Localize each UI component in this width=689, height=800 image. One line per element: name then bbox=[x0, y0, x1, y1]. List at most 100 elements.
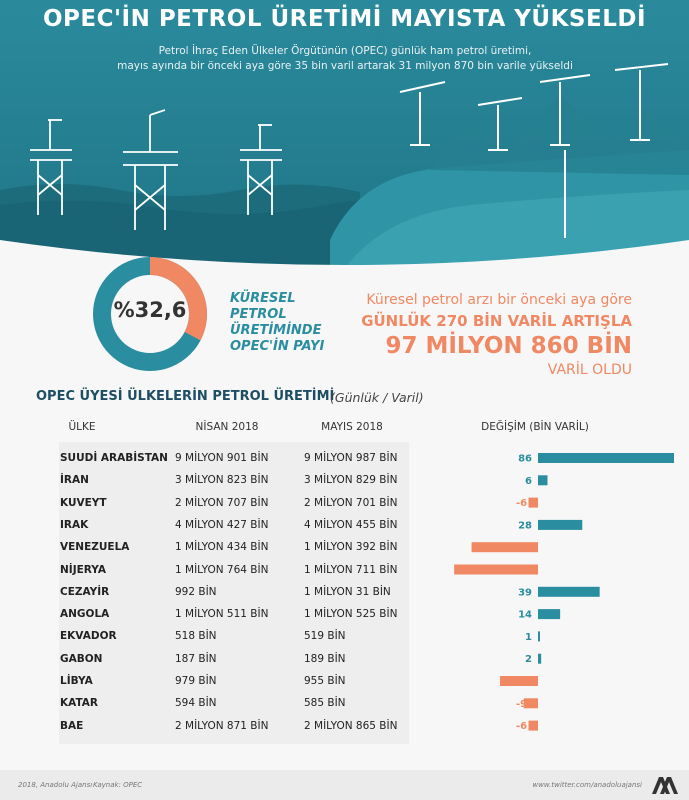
row-april-value: 9 MİLYON 901 BİN bbox=[175, 452, 269, 464]
change-bar bbox=[523, 698, 538, 709]
row-april-value: 979 BİN bbox=[175, 675, 217, 687]
subtitle-line-1: Petrol İhraç Eden Ülkeler Örgütünün (OPE… bbox=[158, 45, 532, 57]
row-may-value: 585 BİN bbox=[304, 697, 346, 710]
row-may-value: 1 MİLYON 392 BİN bbox=[304, 541, 398, 554]
row-april-value: 992 BİN bbox=[175, 585, 217, 598]
table-title: OPEC ÜYESİ ÜLKELERİN PETROL ÜRETİMİ bbox=[36, 389, 335, 404]
row-country: ANGOLA bbox=[60, 608, 110, 621]
column-header-april: NİSAN 2018 bbox=[195, 421, 259, 433]
row-country: İRAN bbox=[60, 474, 89, 487]
change-bar-label: -6 bbox=[516, 721, 527, 732]
increase-line-2: GÜNLÜK 270 BİN VARİL ARTIŞLA bbox=[361, 312, 632, 330]
row-country: KATAR bbox=[60, 697, 99, 710]
row-country: NİJERYA bbox=[60, 563, 107, 576]
row-country: CEZAYİR bbox=[60, 585, 110, 598]
change-bar-label: 39 bbox=[518, 587, 532, 598]
pumpjack-4 bbox=[614, 63, 669, 141]
table-background bbox=[59, 442, 409, 744]
pumpjack-1 bbox=[399, 81, 446, 146]
row-may-value: 9 MİLYON 987 BİN bbox=[304, 452, 398, 464]
share-donut bbox=[93, 257, 207, 371]
column-header-country: ÜLKE bbox=[68, 421, 96, 433]
change-bar bbox=[528, 497, 538, 508]
row-april-value: 1 MİLYON 764 BİN bbox=[175, 563, 269, 576]
share-value: %32,6 bbox=[113, 298, 187, 322]
table-unit: (Günlük / Varil) bbox=[330, 390, 424, 405]
page-subtitle: Petrol İhraç Eden Ülkeler Örgütünün (OPE… bbox=[80, 44, 610, 74]
column-header-may: MAYIS 2018 bbox=[321, 421, 383, 433]
subtitle-line-2: mayıs ayında bir önceki aya göre 35 bin … bbox=[117, 60, 573, 72]
row-april-value: 518 BİN bbox=[175, 630, 217, 643]
row-may-value: 2 MİLYON 701 BİN bbox=[304, 496, 398, 509]
row-country: VENEZUELA bbox=[60, 541, 130, 554]
header-illustration bbox=[0, 0, 689, 275]
increase-line-4: VARİL OLDU bbox=[547, 362, 632, 378]
change-bar bbox=[454, 564, 538, 575]
share-label-line: OPEC'İN PAYI bbox=[230, 339, 325, 354]
row-april-value: 187 BİN bbox=[175, 652, 217, 665]
change-bar-label: -24 bbox=[516, 677, 534, 688]
row-may-value: 3 MİLYON 829 BİN bbox=[304, 474, 398, 487]
change-bar bbox=[538, 653, 542, 664]
row-april-value: 1 MİLYON 434 BİN bbox=[175, 541, 269, 554]
footer bbox=[0, 770, 689, 800]
change-bar bbox=[538, 586, 600, 597]
row-april-value: 2 MİLYON 871 BİN bbox=[175, 719, 269, 732]
row-country: KUVEYT bbox=[60, 496, 107, 509]
change-bar-label: 2 bbox=[525, 654, 532, 665]
row-may-value: 1 MİLYON 31 BİN bbox=[304, 585, 391, 598]
change-bar bbox=[538, 453, 674, 463]
change-bar bbox=[471, 542, 538, 553]
row-may-value: 955 BİN bbox=[304, 675, 346, 687]
share-label: KÜRESEL PETROL ÜRETİMİNDE OPEC'İN PAYI bbox=[230, 291, 350, 355]
change-bar-label: 6 bbox=[525, 476, 532, 487]
oil-platform-2 bbox=[123, 109, 178, 230]
pumpjack-2 bbox=[477, 97, 523, 151]
row-country: EKVADOR bbox=[60, 630, 117, 643]
oil-platform-1 bbox=[30, 119, 72, 215]
row-country: BAE bbox=[60, 719, 84, 732]
change-bar-label: 14 bbox=[518, 610, 532, 621]
change-bar-label: 28 bbox=[518, 520, 532, 531]
row-country: SUUDİ ARABİSTAN bbox=[60, 452, 168, 464]
change-bar-label: -42 bbox=[516, 543, 534, 554]
change-bar-label: 86 bbox=[518, 454, 532, 465]
pumpjack-3 bbox=[539, 74, 591, 146]
footer-copyright: 2018, Anadolu Ajansı bbox=[18, 781, 93, 789]
share-label-line: PETROL bbox=[230, 307, 287, 322]
change-bar bbox=[538, 519, 583, 530]
footer-source: Kaynak: OPEC bbox=[93, 781, 143, 789]
row-may-value: 189 BİN bbox=[304, 652, 346, 665]
row-may-value: 2 MİLYON 865 BİN bbox=[304, 719, 398, 732]
change-bar bbox=[538, 475, 548, 486]
row-april-value: 1 MİLYON 511 BİN bbox=[175, 608, 269, 621]
row-april-value: 594 BİN bbox=[175, 697, 217, 710]
increase-line-3: 97 MİLYON 860 BİN bbox=[385, 333, 632, 359]
change-bar bbox=[538, 631, 540, 642]
row-may-value: 4 MİLYON 455 BİN bbox=[304, 518, 398, 531]
row-april-value: 3 MİLYON 823 BİN bbox=[175, 474, 269, 487]
share-label-line: KÜRESEL bbox=[230, 291, 296, 306]
change-bar-label: -53 bbox=[516, 565, 534, 576]
row-country: IRAK bbox=[60, 518, 89, 531]
change-bar-label: -6 bbox=[516, 498, 527, 509]
donut-share-arc bbox=[93, 257, 207, 371]
oil-platform-3 bbox=[240, 124, 282, 215]
row-april-value: 2 MİLYON 707 BİN bbox=[175, 496, 269, 509]
page-title: OPEC'İN PETROL ÜRETİMİ MAYISTA YÜKSELDİ bbox=[42, 6, 647, 32]
change-bar bbox=[528, 720, 538, 731]
row-april-value: 4 MİLYON 427 BİN bbox=[175, 518, 269, 531]
change-bar bbox=[538, 609, 561, 620]
row-may-value: 1 MİLYON 711 BİN bbox=[304, 563, 398, 576]
column-header-change: DEĞİŞİM (BİN VARİL) bbox=[481, 421, 589, 433]
row-country: LİBYA bbox=[60, 675, 93, 687]
change-bar-label: 1 bbox=[525, 632, 532, 643]
anadolu-logo-icon bbox=[652, 777, 678, 794]
change-bar bbox=[500, 676, 538, 686]
footer-twitter-link[interactable]: www.twitter.com/anadoluajansi bbox=[532, 781, 642, 789]
change-bar-label: -9 bbox=[516, 699, 527, 710]
row-may-value: 519 BİN bbox=[304, 630, 346, 643]
increase-line-1: Küresel petrol arzı bir önceki aya göre bbox=[366, 292, 632, 308]
share-label-line: ÜRETİMİNDE bbox=[230, 323, 322, 338]
